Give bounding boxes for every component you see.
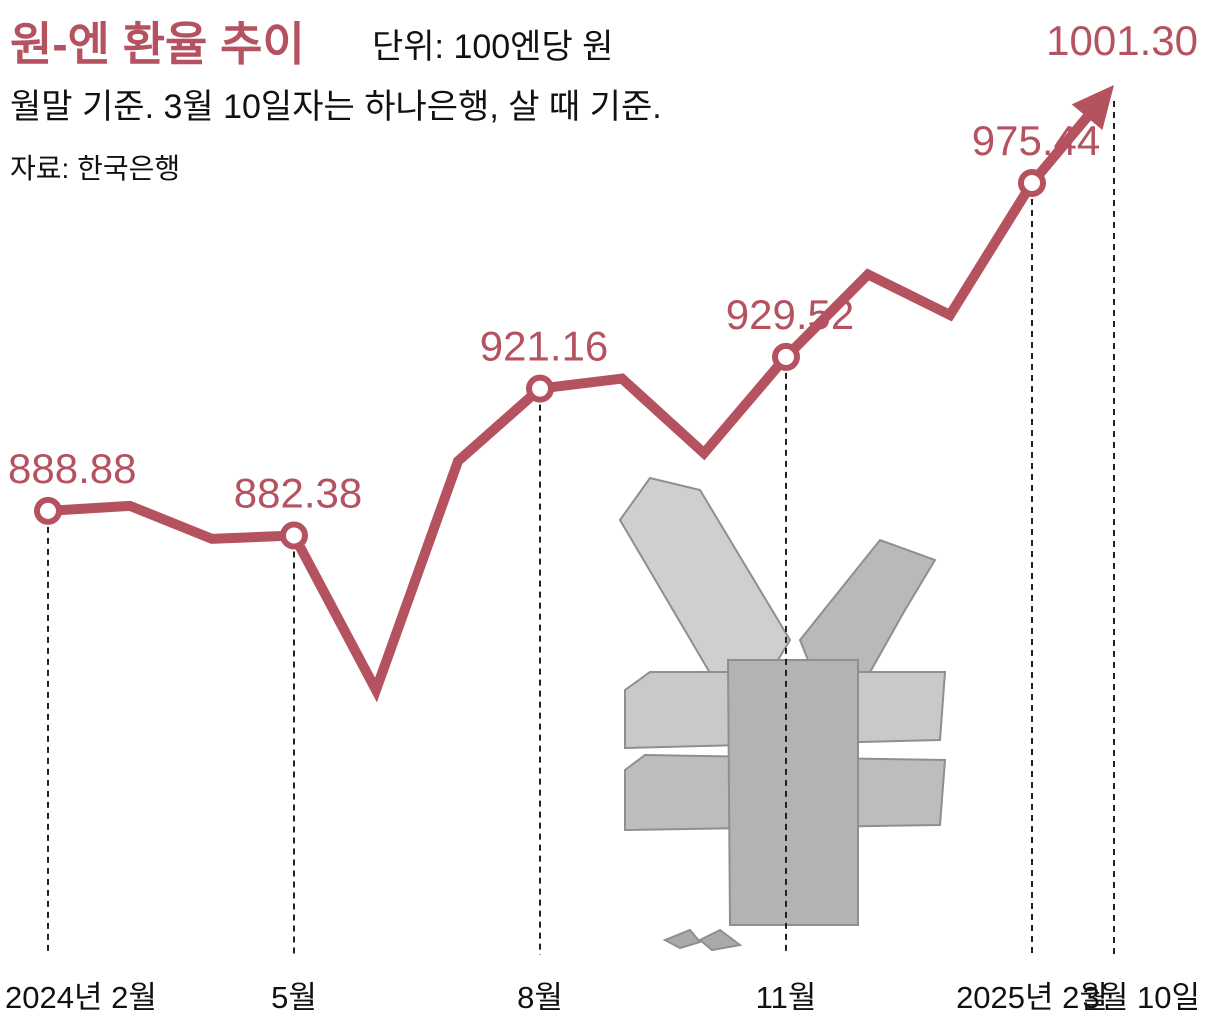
yen-sculpture [618, 476, 947, 952]
x-tick-label: 3월 10일 [1083, 980, 1200, 1015]
point-marker [1018, 168, 1046, 197]
value-label: 1001.30 [1046, 17, 1198, 64]
point-marker [772, 342, 800, 371]
x-tick-label: 2024년 2월 [5, 980, 157, 1015]
arrowhead [1071, 85, 1114, 131]
point-marker [34, 496, 62, 525]
value-label: 975.44 [972, 117, 1100, 164]
unit-label: 단위: 100엔당 원 [372, 28, 613, 66]
point-marker [280, 521, 308, 550]
value-label: 882.38 [234, 470, 362, 517]
line [47, 104, 1099, 703]
source: 자료: 한국은행 [10, 153, 180, 184]
x-tick-label: 2025년 2월 [956, 980, 1108, 1015]
note: 월말 기준. 3월 10일자는 하나은행, 살 때 기준. [10, 88, 662, 126]
value-label: 929.52 [726, 291, 854, 338]
point-marker [526, 374, 554, 403]
chart-title: 원-엔 환율 추이 [10, 18, 305, 70]
value-label: 921.16 [480, 323, 608, 370]
value-label: 888.88 [8, 445, 136, 492]
x-tick-label: 5월 [271, 980, 317, 1015]
x-tick-label: 11월 [756, 980, 817, 1015]
x-tick-label: 8월 [517, 980, 563, 1015]
